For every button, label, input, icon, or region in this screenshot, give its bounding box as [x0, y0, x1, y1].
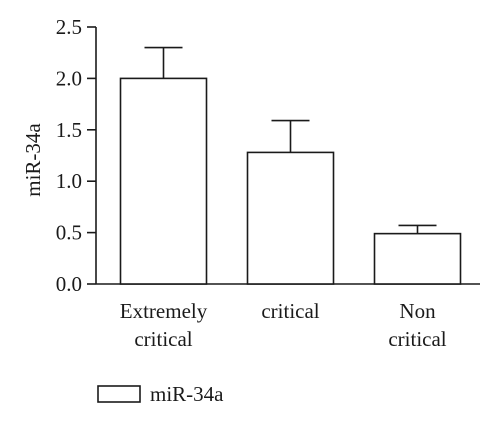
x-tick-label: critical	[261, 299, 319, 323]
y-tick-label: 2.0	[56, 66, 82, 90]
bars	[119, 77, 462, 285]
x-tick-labels: Extremely critical critical Non critical	[120, 299, 447, 351]
y-tick-label: 1.5	[56, 118, 82, 142]
y-tick-label: 0.0	[56, 272, 82, 296]
x-tick-label: critical	[134, 327, 192, 351]
y-tick-label: 2.5	[56, 15, 82, 39]
x-tick-label: Extremely	[120, 299, 208, 323]
bar	[373, 232, 462, 285]
y-tick-label: 1.0	[56, 169, 82, 193]
y-axis: 0.0 0.5 1.0 1.5 2.0 2.5	[56, 15, 97, 296]
x-tick-label: critical	[388, 327, 446, 351]
bar	[246, 151, 335, 285]
legend-swatch	[97, 385, 141, 403]
bar	[119, 77, 208, 285]
y-axis-label: miR-34a	[21, 123, 45, 197]
legend-label: miR-34a	[150, 382, 224, 406]
error-bars	[144, 46, 437, 234]
y-tick-label: 0.5	[56, 221, 82, 245]
legend: miR-34a	[97, 382, 224, 406]
x-tick-label: Non	[399, 299, 436, 323]
